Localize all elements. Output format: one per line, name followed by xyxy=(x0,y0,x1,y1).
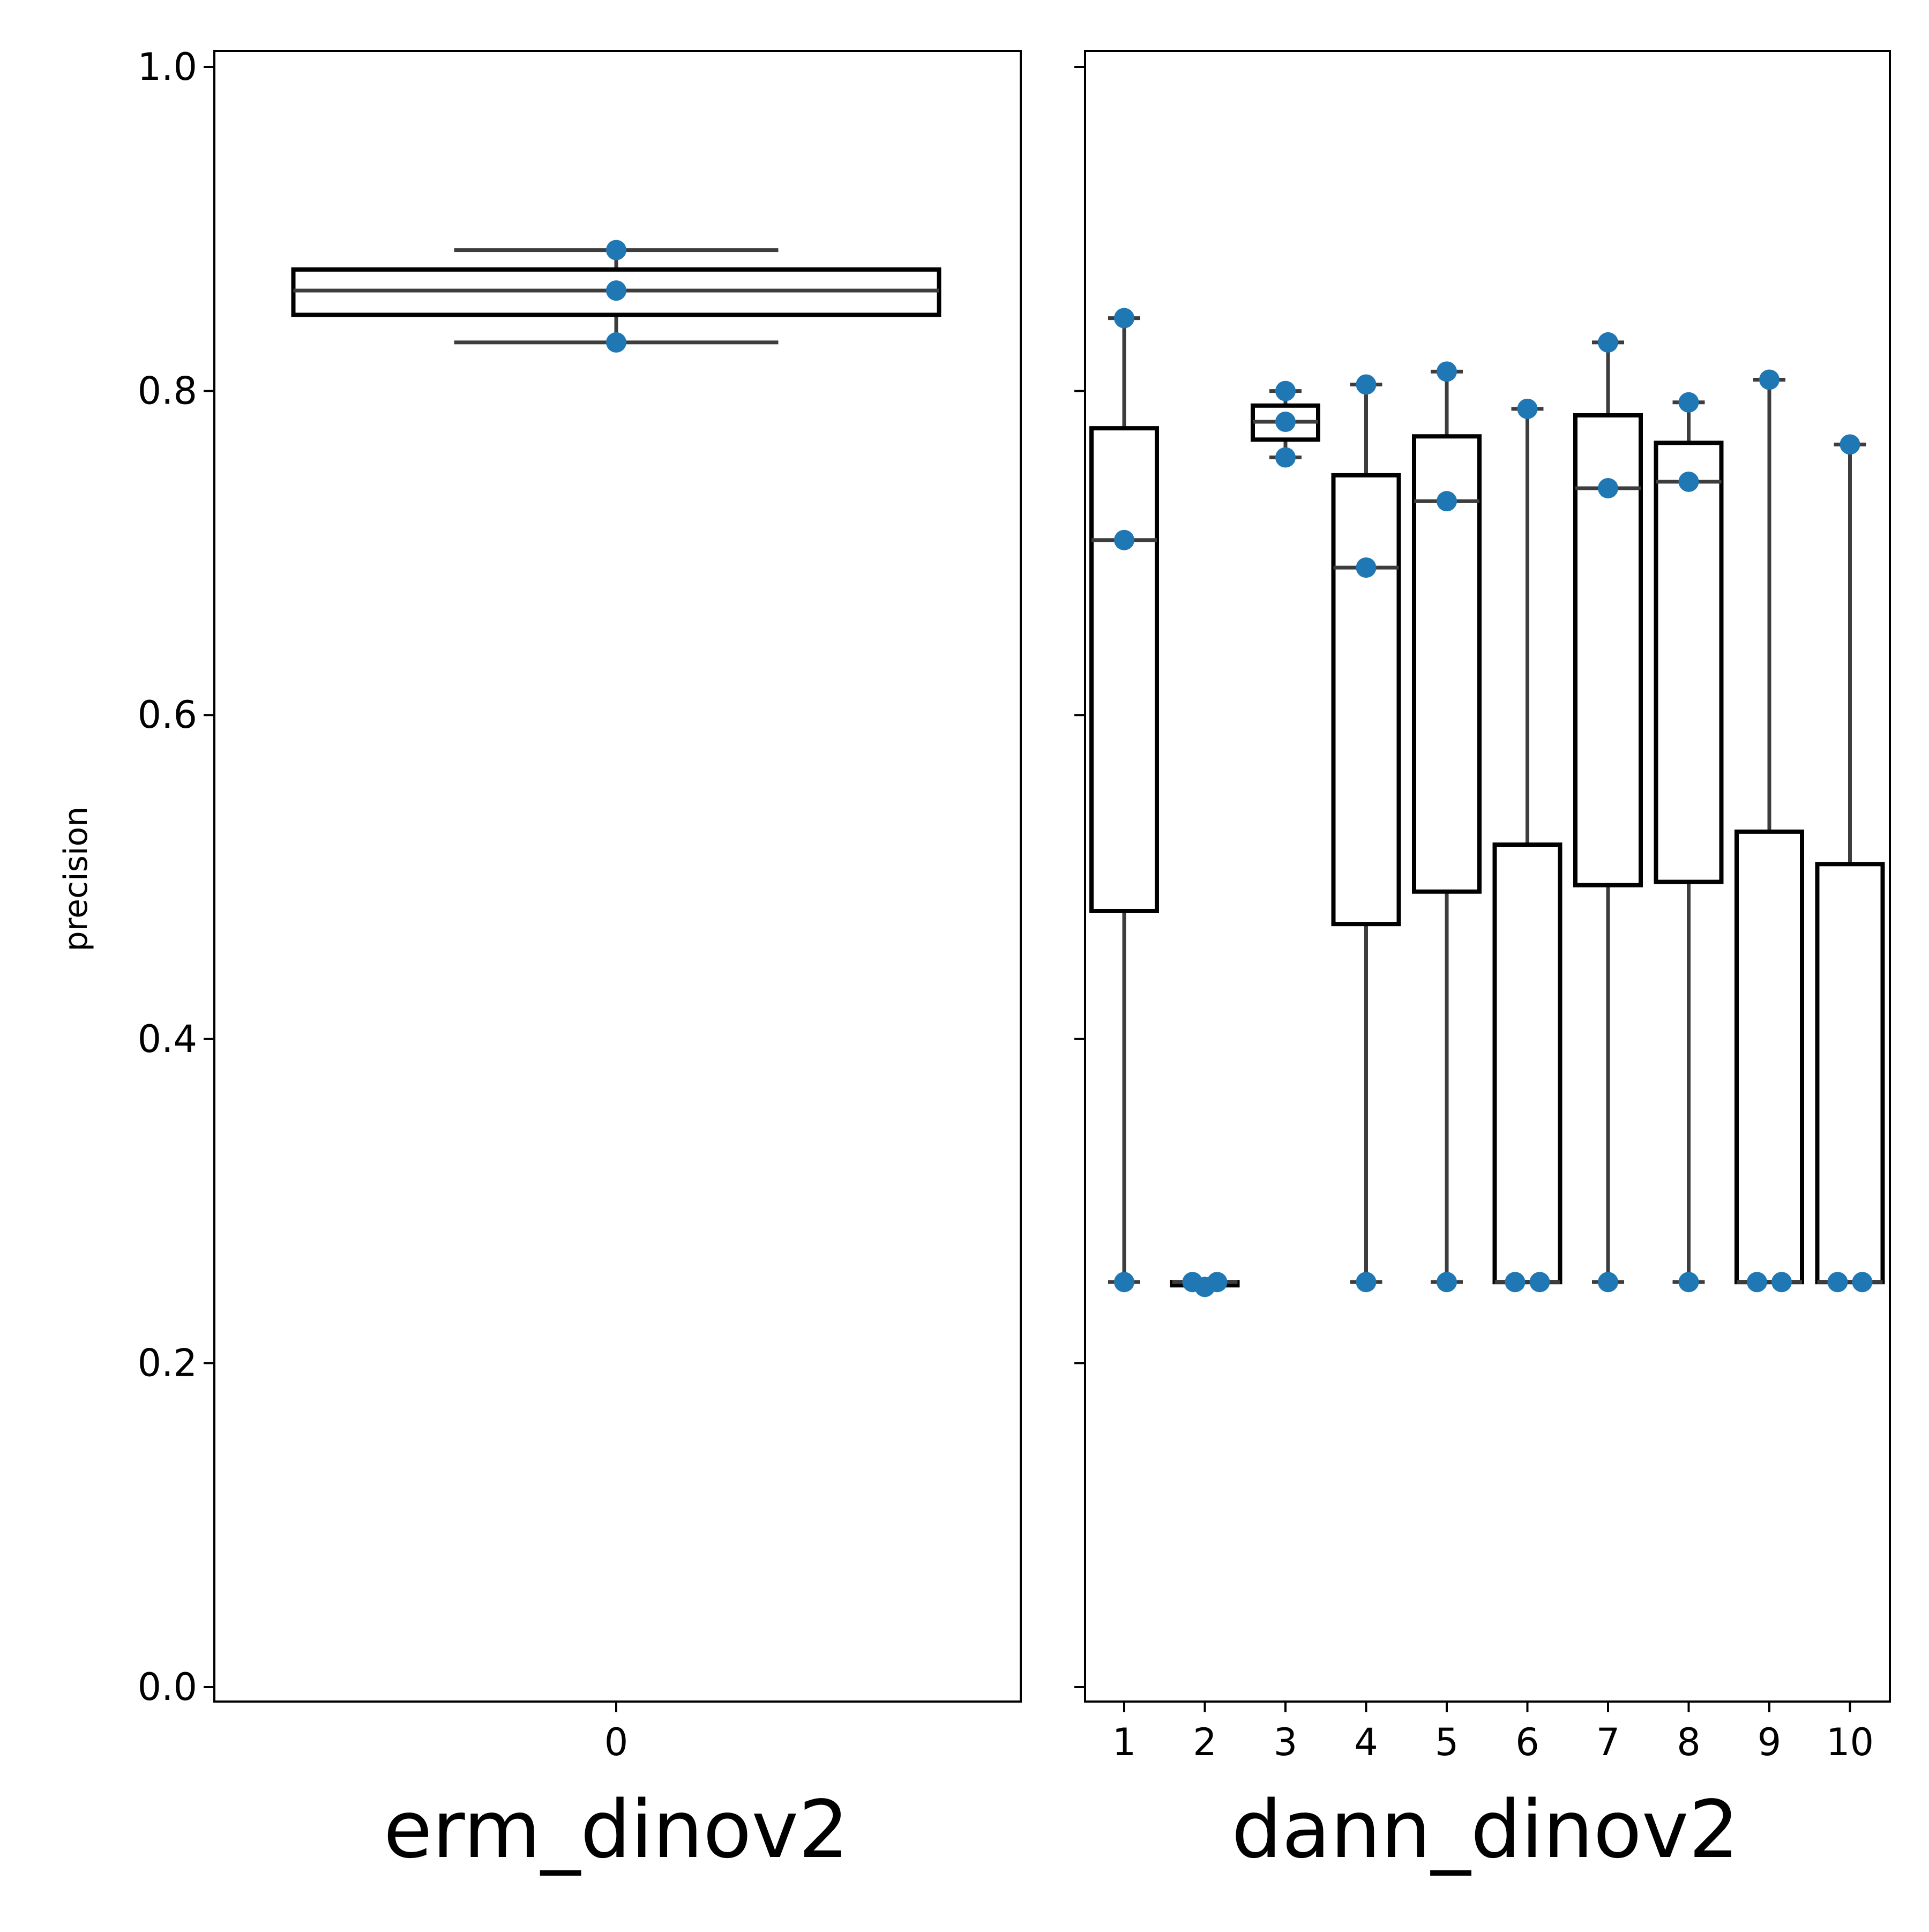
y-tick-label: 0.0 xyxy=(138,1665,197,1709)
x-axis-label-dann-dinov2: dann_dinov2 xyxy=(1231,1784,1739,1876)
y-tick-label: 0.6 xyxy=(138,693,197,737)
x-tick-label: 10 xyxy=(1826,1720,1874,1764)
data-point xyxy=(1437,491,1457,512)
data-point xyxy=(1114,308,1134,329)
box-iqr xyxy=(1331,473,1401,927)
box-group-5 xyxy=(1412,361,1482,1293)
box-iqr xyxy=(1089,426,1159,913)
box-group-8 xyxy=(1654,392,1724,1293)
panel-erm-dinov2: 0.0 0.2 0.4 0.6 0.8 1.0 0 xyxy=(138,45,1022,1764)
box-group-10 xyxy=(1815,434,1885,1293)
data-point xyxy=(1517,398,1538,419)
box-group-0 xyxy=(291,240,941,353)
box-group-7 xyxy=(1573,332,1643,1293)
data-point xyxy=(1598,332,1618,353)
data-point xyxy=(1598,478,1618,498)
data-point xyxy=(1356,557,1377,578)
x-axis-label-erm-dinov2: erm_dinov2 xyxy=(384,1784,849,1876)
data-point xyxy=(1678,471,1699,492)
y-tick-label: 0.4 xyxy=(138,1017,197,1061)
axes-frame xyxy=(213,50,1022,1703)
y-tick-label: 1.0 xyxy=(138,45,197,89)
data-point xyxy=(1852,1272,1873,1293)
x-tick-label: 1 xyxy=(1112,1720,1137,1764)
data-point xyxy=(606,240,626,260)
data-point xyxy=(1275,447,1296,468)
data-point xyxy=(1827,1272,1848,1293)
box-group-6 xyxy=(1492,398,1562,1293)
box-group-9 xyxy=(1734,369,1804,1293)
data-point xyxy=(1771,1272,1792,1293)
box-iqr xyxy=(1573,413,1643,887)
x-tick-label: 7 xyxy=(1596,1720,1620,1764)
data-point xyxy=(1114,1272,1134,1293)
data-point xyxy=(1275,381,1296,401)
box-iqr xyxy=(1654,441,1724,884)
box-group-3 xyxy=(1251,381,1320,468)
x-tick-label: 9 xyxy=(1758,1720,1782,1764)
axes-frame xyxy=(1084,50,1891,1703)
data-point xyxy=(1356,374,1377,395)
box-group-2 xyxy=(1170,1272,1240,1297)
data-point xyxy=(1840,434,1860,455)
x-tick-label: 8 xyxy=(1677,1720,1701,1764)
data-point xyxy=(1505,1272,1526,1293)
x-tick-label: 3 xyxy=(1274,1720,1298,1764)
x-tick-label: 2 xyxy=(1193,1720,1217,1764)
data-point xyxy=(1437,1272,1457,1293)
box-iqr xyxy=(1412,434,1482,894)
box-group-4 xyxy=(1331,374,1401,1293)
data-point xyxy=(1275,412,1296,432)
data-point xyxy=(1356,1272,1377,1293)
data-point xyxy=(1207,1272,1228,1293)
data-point xyxy=(1678,392,1699,413)
y-tick-label: 0.2 xyxy=(138,1341,197,1385)
x-tick-label: 0 xyxy=(604,1720,629,1764)
panel-dann-dinov2: 1 2 3 4 5 6 7 8 9 10 xyxy=(1074,50,1891,1764)
x-tick-label: 4 xyxy=(1354,1720,1378,1764)
data-point xyxy=(1598,1272,1618,1293)
y-tick-label: 0.8 xyxy=(138,369,197,413)
data-point xyxy=(1529,1272,1550,1293)
box-group-1 xyxy=(1089,308,1159,1293)
data-point xyxy=(1759,369,1780,390)
data-point xyxy=(1747,1272,1767,1293)
data-point xyxy=(606,280,626,301)
x-tick-label: 5 xyxy=(1435,1720,1459,1764)
y-axis-label: precision xyxy=(57,807,95,952)
x-tick-label: 6 xyxy=(1515,1720,1539,1764)
data-point xyxy=(1678,1272,1699,1293)
data-point xyxy=(606,332,626,353)
data-point xyxy=(1114,529,1134,550)
data-point xyxy=(1437,361,1457,382)
